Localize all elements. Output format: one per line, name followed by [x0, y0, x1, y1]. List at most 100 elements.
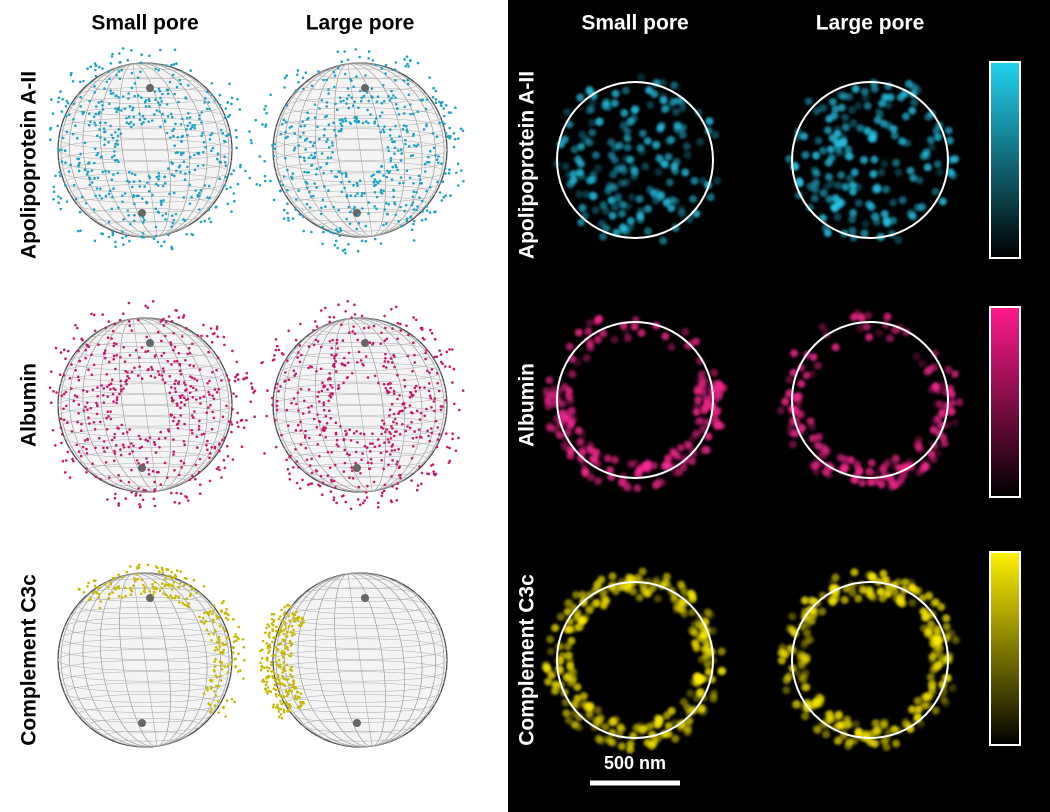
particle [106, 586, 110, 589]
particle [173, 174, 176, 178]
particle [425, 98, 429, 101]
particle [436, 438, 440, 441]
particle [121, 230, 124, 234]
particle [206, 196, 209, 199]
particle [129, 120, 133, 124]
localization [831, 105, 840, 114]
particle [78, 359, 82, 363]
localization [885, 726, 894, 735]
particle [282, 666, 286, 670]
particle [227, 115, 230, 119]
column-header: Small pore [581, 12, 688, 35]
particle [59, 417, 63, 421]
particle [430, 427, 433, 430]
localization [918, 359, 927, 368]
localization [596, 714, 605, 723]
localization [896, 476, 905, 485]
localization [693, 694, 702, 703]
localization [555, 430, 564, 439]
particle [287, 424, 290, 428]
particle [383, 314, 386, 318]
particle [303, 159, 306, 162]
particle [186, 499, 190, 502]
particle [443, 114, 446, 118]
particle [408, 176, 412, 180]
particle [70, 71, 73, 75]
particle [157, 570, 161, 573]
particle [232, 640, 236, 644]
particle [402, 124, 406, 127]
localization [639, 725, 648, 733]
localization [890, 131, 899, 140]
particle [342, 470, 346, 473]
particle [271, 629, 274, 632]
localization [892, 158, 900, 167]
particle [373, 178, 377, 181]
particle [137, 318, 140, 322]
particle [312, 194, 315, 198]
parallel [58, 638, 232, 660]
particle [106, 336, 110, 340]
particle [377, 501, 380, 505]
particle [152, 237, 156, 240]
particle [250, 382, 253, 385]
particle [127, 115, 131, 119]
particle [310, 457, 314, 461]
particle [330, 170, 333, 173]
particle [296, 618, 299, 622]
particle [361, 501, 365, 505]
particle [412, 239, 416, 242]
particle [49, 126, 52, 130]
particle [158, 373, 161, 377]
particle [327, 92, 331, 95]
particle [235, 635, 239, 639]
particle [176, 404, 179, 407]
particle [139, 494, 142, 497]
particle [286, 468, 290, 471]
particle [83, 168, 87, 171]
particle [88, 112, 91, 116]
particle [322, 171, 325, 175]
particle [147, 472, 151, 476]
particle [72, 459, 75, 463]
particle [141, 197, 144, 200]
localization [608, 572, 617, 581]
particle [195, 591, 198, 595]
particle [420, 326, 424, 330]
particle [387, 171, 391, 175]
particle [318, 400, 321, 403]
particle [385, 389, 389, 393]
parallel [302, 463, 418, 478]
particle [204, 96, 207, 100]
particle [205, 444, 208, 447]
localization [870, 155, 879, 164]
particle [384, 430, 387, 434]
localization [643, 589, 652, 598]
particle [60, 394, 63, 398]
particle [83, 439, 87, 442]
particle [237, 625, 240, 629]
particle [216, 157, 219, 161]
particle [393, 146, 397, 150]
particle [363, 192, 366, 195]
particle [365, 446, 369, 449]
particle [336, 347, 340, 350]
particle [174, 379, 177, 383]
particle [138, 179, 142, 183]
particle [174, 122, 177, 126]
particle [83, 141, 87, 145]
particle [276, 648, 280, 652]
particle [282, 628, 286, 632]
particle [206, 448, 209, 452]
particle [397, 113, 401, 116]
localization [630, 106, 639, 115]
localization [854, 101, 863, 110]
particle [298, 344, 302, 347]
particle [279, 713, 283, 716]
localization [844, 741, 853, 750]
particle [74, 369, 77, 372]
particle [87, 162, 90, 165]
localization [856, 324, 865, 333]
row-label: Apolipoprotein A-II [516, 71, 539, 259]
particle [113, 496, 117, 500]
